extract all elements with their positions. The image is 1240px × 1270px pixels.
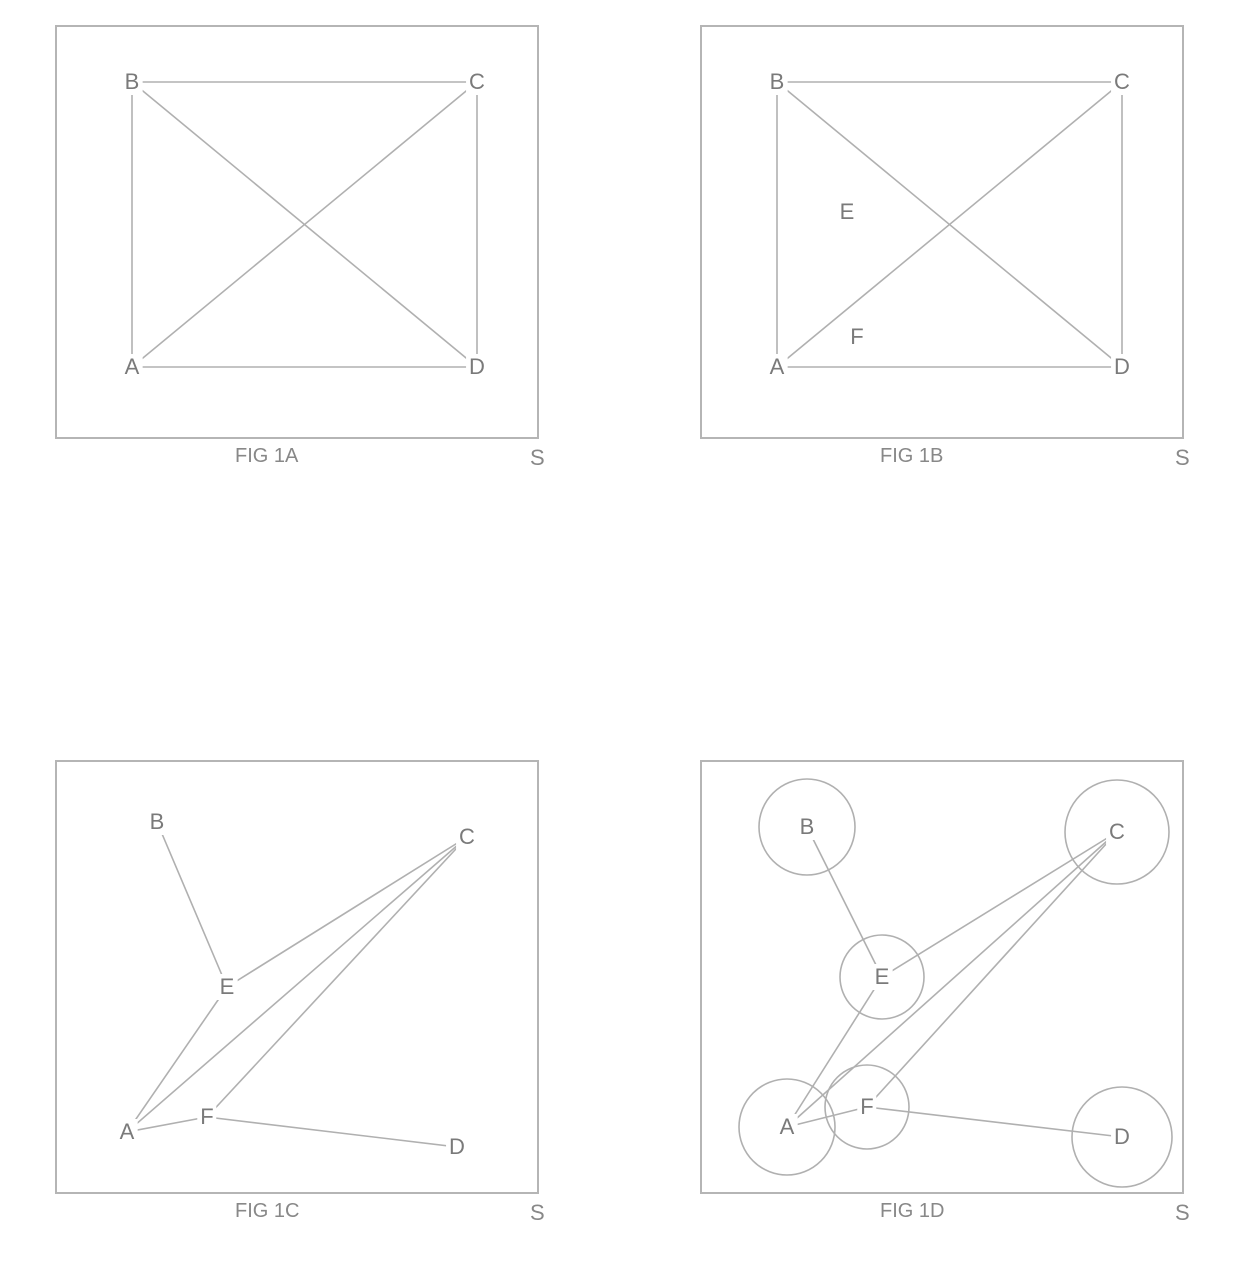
edge-F-D	[867, 1107, 1122, 1137]
edge-A-C	[127, 837, 467, 1132]
edge-B-E	[807, 827, 882, 977]
graph-svg-1c	[57, 762, 537, 1192]
edge-F-D	[207, 1117, 457, 1147]
s-label-1a: S	[530, 445, 545, 471]
caption-fig-1a: FIG 1A	[235, 445, 298, 468]
caption-fig-1b: FIG 1B	[880, 445, 943, 468]
panel-fig-1d: ABCDEF	[700, 760, 1184, 1194]
s-label-1d: S	[1175, 1200, 1190, 1226]
graph-svg-1a	[57, 27, 537, 437]
graph-svg-1b	[702, 27, 1182, 437]
edge-B-E	[157, 822, 227, 987]
edge-F-C	[867, 832, 1117, 1107]
s-label-1c: S	[530, 1200, 545, 1226]
edge-E-A	[787, 977, 882, 1127]
edge-E-A	[127, 987, 227, 1132]
panel-fig-1b: ABCDEF	[700, 25, 1184, 439]
panel-fig-1c: ABCDEF	[55, 760, 539, 1194]
caption-fig-1d: FIG 1D	[880, 1200, 944, 1223]
edge-E-C	[227, 837, 467, 987]
edge-A-C	[787, 832, 1117, 1127]
caption-fig-1c: FIG 1C	[235, 1200, 299, 1223]
s-label-1b: S	[1175, 445, 1190, 471]
edge-F-C	[207, 837, 467, 1117]
edge-A-F	[127, 1117, 207, 1132]
graph-svg-1d	[702, 762, 1182, 1192]
panel-fig-1a: ABCD	[55, 25, 539, 439]
